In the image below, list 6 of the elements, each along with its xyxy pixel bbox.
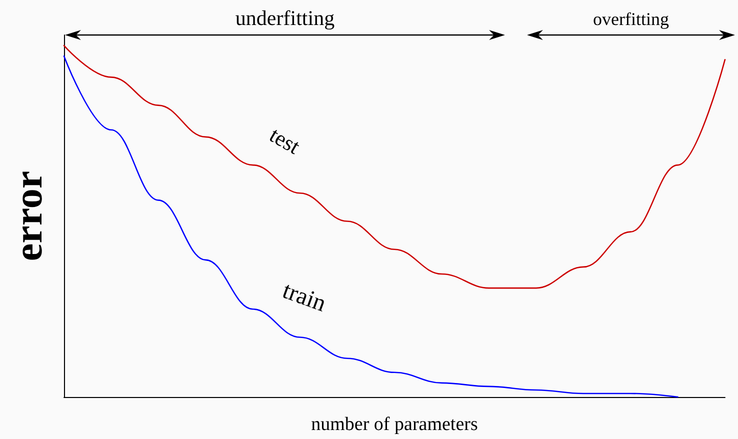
- x-axis-title: number of parameters: [311, 414, 478, 435]
- text: underfitting: [235, 6, 336, 30]
- text: test: [265, 122, 304, 159]
- text: train: [279, 278, 330, 318]
- text: overfitting: [593, 9, 669, 29]
- y-axis-title: error: [6, 170, 50, 262]
